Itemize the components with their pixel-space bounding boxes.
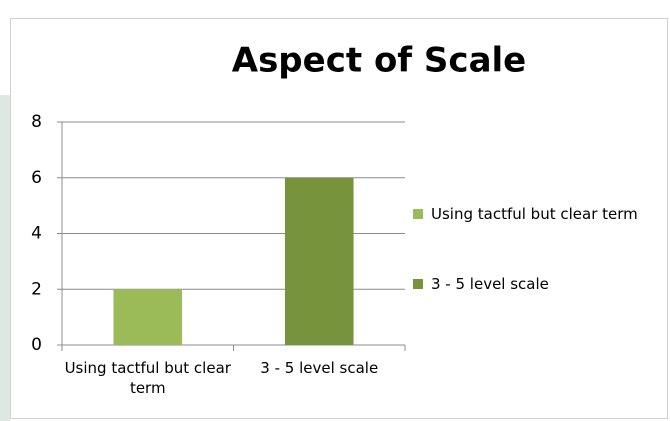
chart-frame <box>10 18 668 419</box>
legend-swatch <box>413 279 423 289</box>
y-tick-label: 2 <box>31 279 42 299</box>
y-tick-label: 4 <box>31 224 42 244</box>
legend-entry: 3 - 5 level scale <box>413 273 653 295</box>
x-tick-label: Using tactful but clear term <box>64 359 231 397</box>
legend-label: 3 - 5 level scale <box>431 275 549 293</box>
bar <box>284 177 354 345</box>
x-tick-label: 3 - 5 level scale <box>260 359 379 377</box>
y-tick-label: 0 <box>31 335 42 355</box>
legend-label: Using tactful but clear term <box>431 205 638 223</box>
chart-title: Aspect of Scale <box>232 41 526 81</box>
bar <box>113 289 183 345</box>
legend-entry: Using tactful but clear term <box>413 203 653 225</box>
y-tick-label: 6 <box>31 168 42 188</box>
y-tick-label: 8 <box>31 112 42 132</box>
legend-swatch <box>413 209 423 219</box>
side-panel <box>0 95 10 421</box>
